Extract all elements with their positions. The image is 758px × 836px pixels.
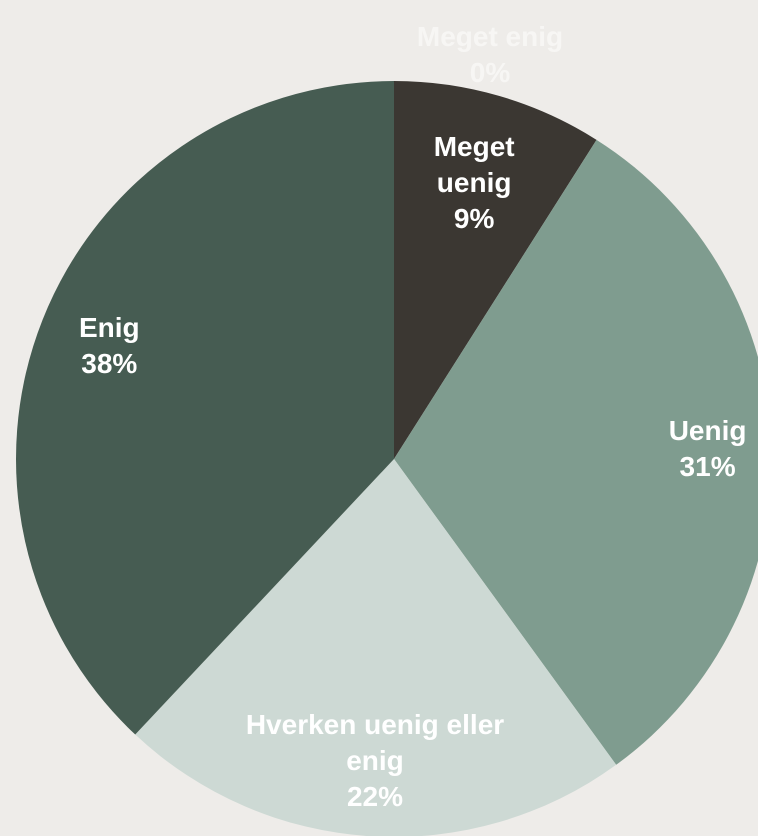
category-label: Meget enig	[416, 20, 564, 52]
pie-slice	[135, 459, 617, 836]
slice-label: Uenig 31%	[628, 413, 758, 485]
value-label: 38%	[81, 348, 138, 380]
value-label: 31%	[679, 451, 736, 483]
slice-label: Meget enig 0%	[410, 19, 570, 91]
category-label: Enig	[78, 312, 140, 344]
pie-slice	[394, 139, 758, 765]
pie-slice	[394, 81, 597, 459]
slice-label: Meget uenig 9%	[394, 129, 554, 237]
slice-label: Enig 38%	[29, 310, 189, 382]
slice-label: Hverken uenig eller enig 22%	[240, 707, 510, 815]
value-label: 0%	[469, 56, 511, 88]
value-label: 9%	[453, 203, 495, 235]
pie-slice	[16, 81, 394, 735]
category-label: Hverken uenig eller enig	[245, 708, 505, 776]
value-label: 22%	[346, 780, 404, 812]
category-label: Uenig	[668, 415, 747, 447]
category-label: Meget uenig	[433, 131, 515, 199]
